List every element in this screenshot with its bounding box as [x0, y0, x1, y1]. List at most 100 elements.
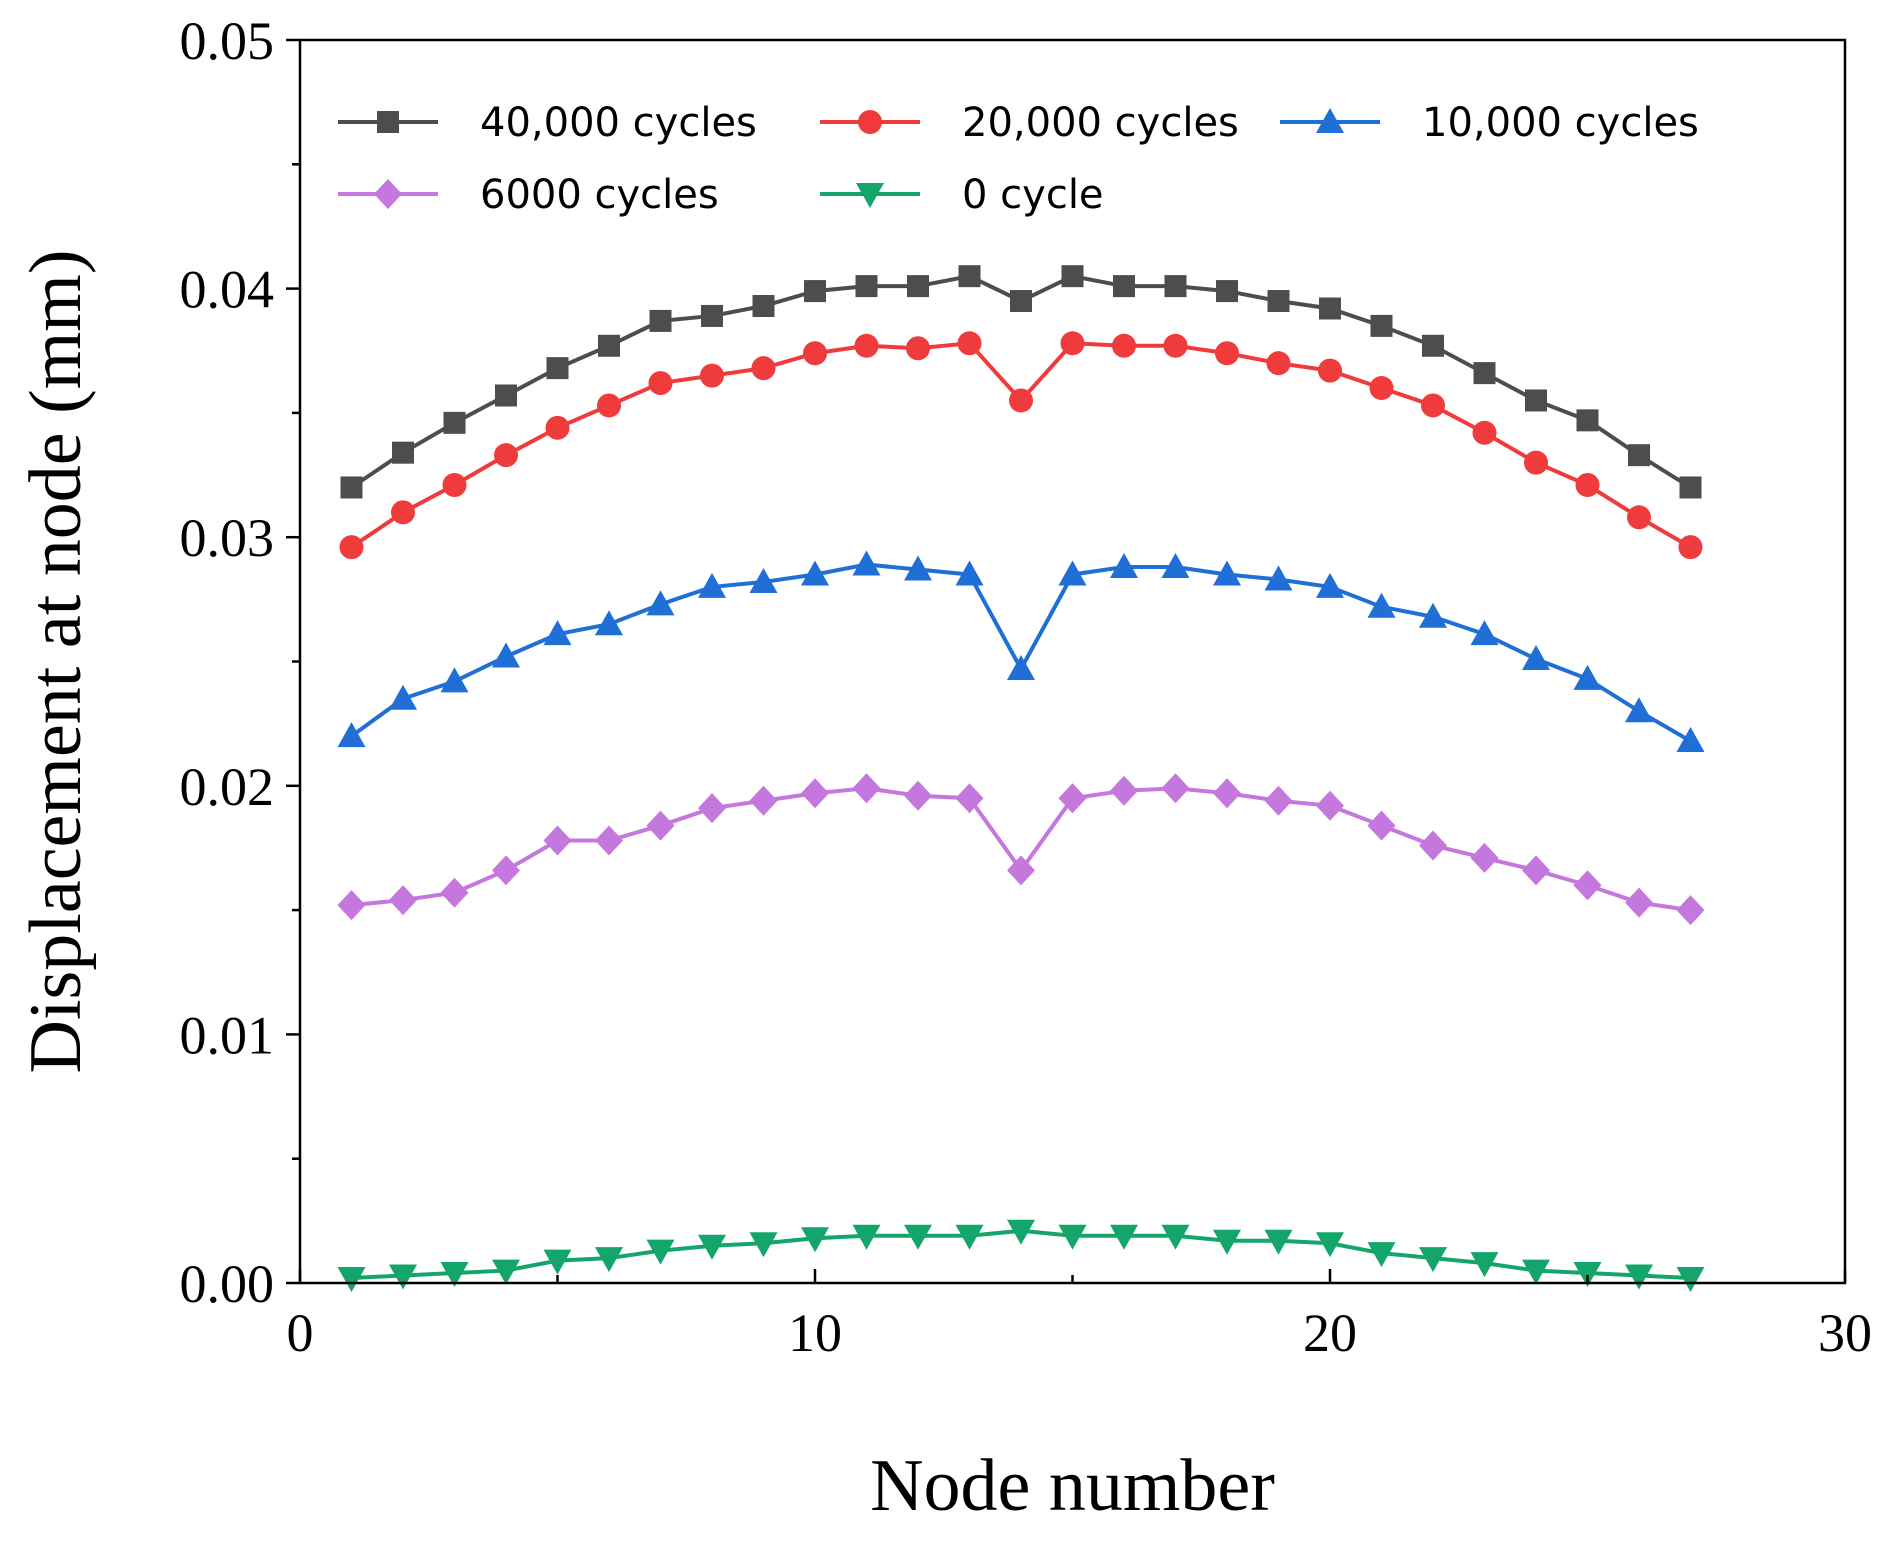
data-point [1316, 790, 1344, 821]
data-point [854, 333, 879, 358]
data-point [337, 1267, 366, 1293]
data-point [1110, 1224, 1138, 1250]
legend-item: 10,000 cycles [1280, 100, 1699, 146]
data-point [700, 363, 724, 388]
y-tick-label: 0.04 [180, 260, 275, 320]
data-point [1319, 297, 1341, 320]
x-tick-label: 10 [788, 1303, 842, 1363]
data-point [1367, 810, 1396, 841]
data-point [1213, 778, 1241, 809]
data-point [1573, 870, 1602, 901]
data-point [1267, 290, 1290, 313]
data-point [904, 1224, 932, 1250]
data-point [598, 334, 620, 357]
data-point [955, 1224, 984, 1250]
data-point [389, 885, 417, 916]
data-point [649, 309, 672, 332]
data-point [1525, 389, 1547, 412]
legend-label: 10,000 cycles [1422, 100, 1699, 146]
series-3 [337, 550, 1705, 753]
data-point [1676, 727, 1705, 753]
plot-frame [298, 38, 1847, 1285]
data-point [906, 336, 930, 361]
data-point [852, 550, 881, 576]
data-point [1058, 783, 1087, 814]
legend: 40,000 cycles 20,000 cycles 10,000 cycles 6… [338, 100, 1699, 218]
data-point [801, 778, 829, 809]
series-layer [337, 265, 1705, 1293]
data-point [392, 441, 414, 464]
legend-marker [1316, 108, 1344, 133]
data-point [1264, 1229, 1293, 1255]
data-point [904, 555, 932, 581]
data-point [955, 560, 984, 586]
legend-label: 0 cycle [962, 172, 1104, 218]
data-point [595, 825, 623, 856]
data-point [1161, 553, 1190, 579]
data-point [1676, 895, 1705, 926]
data-point [1522, 645, 1550, 671]
data-point [1215, 341, 1239, 366]
data-point [749, 567, 778, 593]
data-point [1316, 572, 1344, 598]
data-point [1678, 535, 1703, 560]
data-point [1419, 830, 1447, 861]
data-point [1470, 842, 1499, 873]
data-point [646, 1239, 675, 1265]
data-point [958, 265, 981, 288]
x-tick-label: 0 [287, 1303, 314, 1363]
data-point [492, 855, 520, 886]
data-point [907, 275, 929, 298]
y-tick-label: 0.03 [180, 508, 275, 568]
data-point [1061, 265, 1084, 288]
x-tick-label: 30 [1818, 1303, 1872, 1363]
data-point [1161, 1224, 1190, 1250]
data-point [1419, 602, 1447, 628]
data-point [389, 684, 417, 710]
data-point [701, 304, 723, 327]
data-point [546, 357, 569, 380]
data-point [957, 331, 982, 356]
data-point [391, 500, 415, 525]
x-axis-title: Node number [870, 1445, 1275, 1527]
legend-marker [856, 183, 884, 208]
legend-item: 20,000 cycles [820, 100, 1239, 146]
data-point [751, 356, 776, 381]
data-point [543, 1249, 572, 1275]
data-point [801, 1227, 829, 1253]
data-point [1576, 409, 1599, 432]
data-point [442, 472, 467, 497]
data-point [1058, 1224, 1087, 1250]
data-point [1161, 773, 1190, 804]
data-point [1264, 565, 1293, 591]
data-point [1369, 376, 1394, 401]
data-point [1422, 334, 1444, 357]
data-point [1575, 472, 1600, 497]
series-2 [339, 331, 1703, 560]
legend-item: 6000 cycles [338, 172, 719, 218]
y-axis-title: Displacement at node (mm) [15, 249, 97, 1073]
data-point [1676, 1267, 1705, 1293]
data-point [1007, 1219, 1035, 1245]
data-point [1110, 775, 1138, 806]
data-point [1625, 697, 1653, 723]
data-point [852, 773, 881, 804]
data-point [1007, 855, 1035, 886]
y-tick-label: 0.01 [180, 1005, 275, 1065]
series-1 [340, 265, 1702, 499]
data-point [492, 642, 520, 668]
data-point [698, 572, 726, 598]
data-point [648, 371, 673, 396]
data-point [1213, 1229, 1241, 1255]
data-point [955, 783, 984, 814]
data-point [389, 1264, 417, 1290]
data-point [1213, 560, 1241, 586]
data-point [749, 1232, 778, 1258]
data-point [1470, 620, 1499, 646]
x-tick-label: 20 [1303, 1303, 1357, 1363]
data-point [545, 415, 570, 440]
series-4 [337, 773, 1705, 926]
y-tick-label: 0.02 [180, 757, 275, 817]
legend-label: 40,000 cycles [480, 100, 757, 146]
